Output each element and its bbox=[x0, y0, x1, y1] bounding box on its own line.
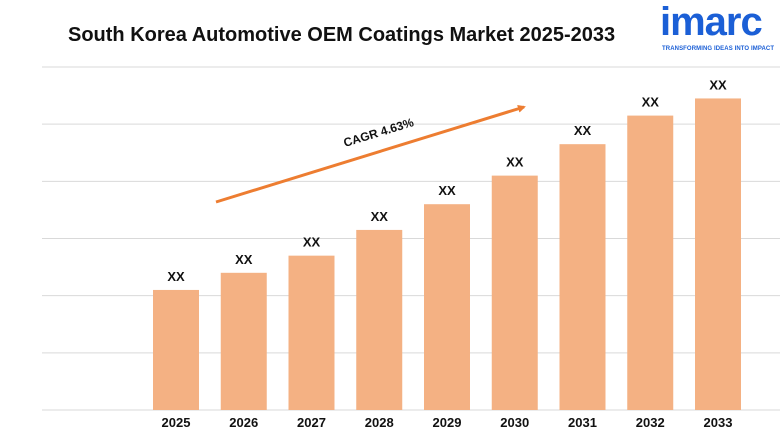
x-tick-2030: 2030 bbox=[500, 415, 529, 430]
bar-2033 bbox=[695, 98, 741, 411]
bar-2026 bbox=[220, 272, 267, 410]
bar-2028 bbox=[356, 229, 403, 410]
x-tick-2028: 2028 bbox=[365, 415, 394, 430]
data-label-2030: XX bbox=[506, 155, 524, 170]
bar-2029 bbox=[424, 204, 470, 410]
data-label-2027: XX bbox=[303, 235, 321, 250]
cagr-annotation: CAGR 4.63% bbox=[215, 104, 526, 204]
data-label-2033: XX bbox=[709, 77, 727, 92]
logo-wordmark: imarc bbox=[660, 0, 763, 44]
bars bbox=[153, 98, 741, 411]
chart-title: South Korea Automotive OEM Coatings Mark… bbox=[68, 24, 616, 46]
bar-2030 bbox=[491, 175, 538, 410]
cagr-arrow bbox=[215, 104, 526, 204]
data-label-2025: XX bbox=[167, 269, 185, 284]
data-label-2029: XX bbox=[438, 183, 456, 198]
imarc-logo: imarc TRANSFORMING IDEAS INTO IMPACT bbox=[660, 0, 776, 56]
data-label-2026: XX bbox=[235, 252, 253, 267]
x-tick-2033: 2033 bbox=[704, 415, 733, 430]
x-tick-2026: 2026 bbox=[229, 415, 258, 430]
data-label-2032: XX bbox=[642, 95, 660, 110]
x-tick-2025: 2025 bbox=[162, 415, 191, 430]
bar-2027 bbox=[288, 255, 335, 410]
data-labels: XX XX XX XX XX XX XX XX XX bbox=[167, 77, 727, 284]
x-tick-2031: 2031 bbox=[568, 415, 597, 430]
logo-tagline: TRANSFORMING IDEAS INTO IMPACT bbox=[662, 46, 775, 52]
bar-2031 bbox=[559, 144, 606, 411]
x-axis-ticks: 2025 2026 2027 2028 2029 2030 2031 2032 2033 bbox=[162, 415, 733, 430]
data-label-2028: XX bbox=[371, 209, 389, 224]
bar-2025 bbox=[153, 289, 199, 410]
x-tick-2032: 2032 bbox=[636, 415, 665, 430]
x-tick-2027: 2027 bbox=[297, 415, 326, 430]
x-tick-2029: 2029 bbox=[433, 415, 462, 430]
data-label-2031: XX bbox=[574, 123, 592, 138]
bar-2032 bbox=[627, 115, 674, 410]
